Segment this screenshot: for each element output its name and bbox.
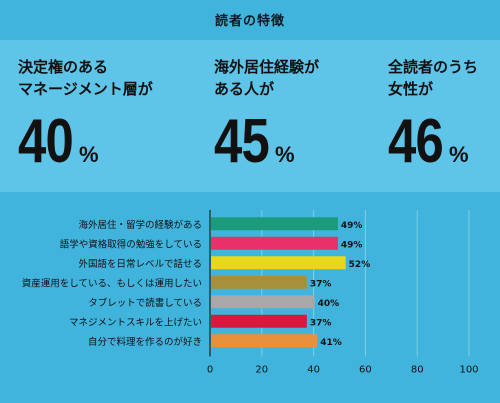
data-label: 37% — [310, 318, 332, 328]
category-label: 語学や資格取得の勉強をしている — [60, 238, 202, 250]
x-tick-label: 80 — [411, 365, 424, 376]
stat-number: 45 — [214, 107, 270, 176]
stat-unit: % — [448, 142, 469, 167]
stats-band — [0, 40, 500, 192]
category-label: 海外居住・留学の経験がある — [78, 219, 202, 231]
x-tick-label: 100 — [459, 365, 478, 376]
stat-number: 46 — [388, 107, 444, 176]
stat-female: 全読者のうち 女性が 46% — [388, 56, 478, 177]
x-tick-label: 0 — [207, 365, 213, 376]
stat-unit: % — [78, 142, 99, 167]
bar — [211, 256, 346, 270]
category-label: 外国語を日常レベルで話せる — [78, 258, 202, 270]
chart-area: 0 20 40 60 80 100 海外居住・留学の経験がある 49% 語学や資格取得の勉強をし… — [0, 192, 500, 403]
category-label: 自分で料理を作るのが好き — [88, 336, 202, 348]
data-label: 52% — [349, 260, 371, 270]
bar — [211, 275, 307, 289]
bar — [211, 217, 338, 231]
category-label: タブレットで読書している — [88, 297, 202, 309]
stat-label-line: ある人が — [214, 80, 275, 98]
page-title: 読者の特徴 — [214, 14, 285, 29]
stat-value: 40% — [18, 106, 153, 177]
bar-chart: 0 20 40 60 80 100 海外居住・留学の経験がある 49% 語学や資格取得の勉強をし… — [22, 210, 479, 376]
x-tick-label: 20 — [255, 365, 268, 376]
data-label: 40% — [318, 299, 340, 309]
stat-label-line: 女性が — [388, 80, 434, 98]
stat-label-line: 海外居住経験が — [214, 58, 320, 76]
stat-number: 40 — [18, 107, 74, 176]
x-tick-label: 60 — [359, 365, 372, 376]
bar — [211, 314, 307, 328]
stat-value: 45% — [214, 106, 319, 177]
x-tick-label: 40 — [307, 365, 320, 376]
stat-value: 46% — [388, 106, 478, 177]
bar — [211, 295, 315, 309]
stat-management: 決定権のある マネージメント層が 40% — [18, 56, 153, 177]
bar — [211, 334, 318, 348]
header-band: 読者の特徴 — [0, 0, 500, 40]
data-label: 41% — [320, 338, 342, 348]
stat-label-line: 決定権のある — [18, 58, 109, 76]
category-label: 資産運用をしている、もしくは運用したい — [22, 277, 202, 289]
stat-label-line: 全読者のうち — [388, 58, 479, 76]
stat-overseas: 海外居住経験が ある人が 45% — [214, 56, 319, 177]
bar — [211, 236, 338, 250]
stat-label-line: マネージメント層が — [18, 80, 153, 98]
data-label: 37% — [310, 279, 332, 289]
data-label: 49% — [341, 221, 363, 231]
stat-unit: % — [274, 142, 295, 167]
category-label: マネジメントスキルを上げたい — [69, 317, 202, 328]
data-label: 49% — [341, 240, 363, 250]
